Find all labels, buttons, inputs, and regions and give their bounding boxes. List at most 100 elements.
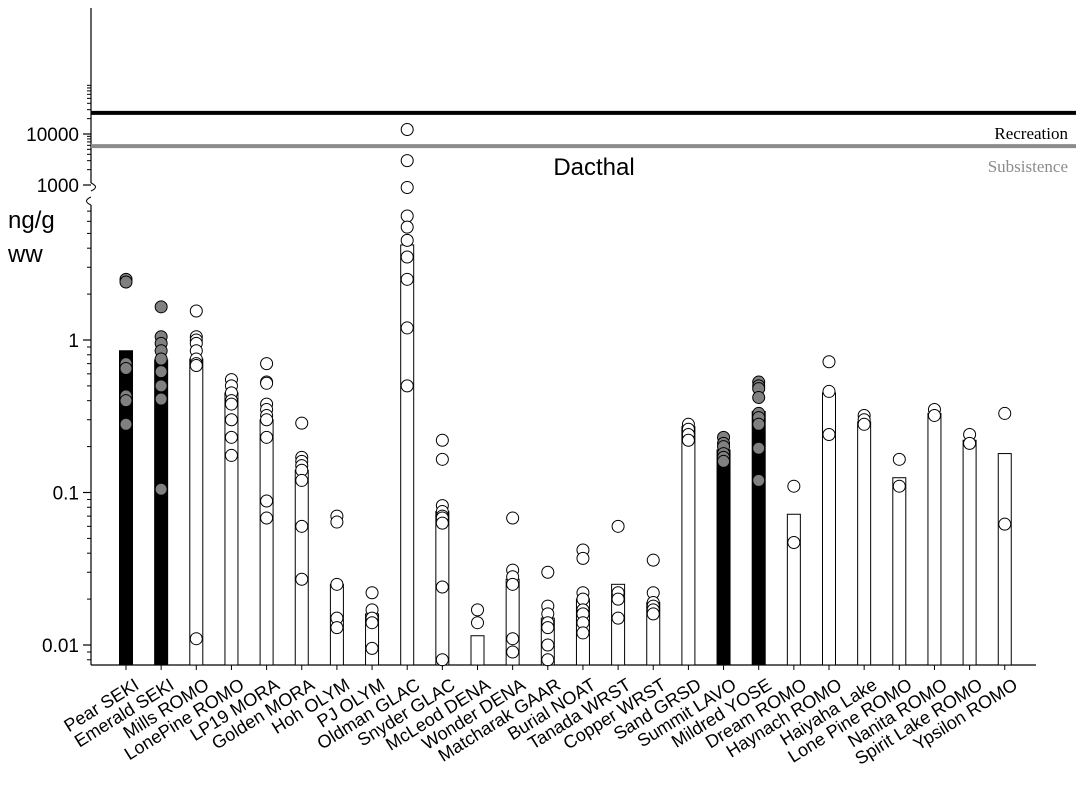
data-point — [154, 300, 168, 314]
data-point — [752, 390, 766, 404]
data-point — [576, 551, 590, 565]
data-point — [541, 638, 555, 652]
y-tick-label: 1000 — [37, 176, 79, 197]
data-point — [646, 607, 660, 621]
y-axis-label-line2: ww — [7, 241, 43, 268]
major-ticks: 0.01 0.1 1 1000 10000 — [26, 125, 91, 657]
data-point — [365, 616, 379, 630]
data-point — [154, 482, 168, 496]
data-point — [611, 592, 625, 606]
data-point — [400, 250, 414, 264]
data-point — [963, 436, 977, 450]
data-point — [541, 565, 555, 579]
minor-ticks — [87, 84, 91, 661]
bar — [857, 421, 872, 666]
data-point — [154, 365, 168, 379]
data-point — [471, 616, 484, 630]
data-point — [119, 417, 133, 431]
data-point — [224, 397, 238, 411]
data-point — [189, 632, 203, 646]
data-point — [400, 154, 414, 168]
bar — [892, 477, 907, 666]
data-point — [787, 479, 801, 493]
data-point — [506, 645, 520, 659]
y-axis-label-line1: ng/g — [8, 207, 55, 234]
data-point — [611, 519, 625, 533]
y-tick-label: 1 — [68, 331, 79, 352]
data-point — [119, 275, 133, 289]
data-point — [681, 433, 695, 447]
data-point — [506, 577, 520, 591]
data-point — [295, 572, 309, 586]
data-point — [822, 384, 836, 398]
data-point — [295, 519, 309, 533]
bar — [997, 453, 1012, 666]
bar — [716, 449, 731, 666]
data-point — [260, 376, 274, 390]
threshold-label-recreation: Recreation — [994, 124, 1068, 143]
data-point — [260, 357, 274, 371]
data-point — [435, 433, 449, 447]
data-point — [541, 621, 555, 635]
data-point — [330, 515, 344, 529]
data-point — [400, 272, 414, 286]
data-point — [260, 511, 274, 525]
bar — [470, 635, 485, 666]
data-point — [471, 603, 484, 617]
data-point — [189, 304, 203, 318]
bar — [189, 358, 204, 666]
bar — [294, 469, 309, 666]
data-point — [400, 181, 414, 194]
data-point — [506, 632, 520, 646]
bar — [962, 439, 977, 666]
data-point — [752, 473, 766, 487]
data-point — [119, 362, 133, 376]
data-point — [330, 577, 344, 591]
data-point — [541, 653, 555, 667]
data-point — [611, 611, 625, 625]
data-point — [646, 553, 660, 567]
chart-title: Dacthal — [553, 154, 634, 181]
y-tick-label: 10000 — [26, 125, 79, 146]
data-point — [998, 406, 1012, 420]
data-point — [892, 479, 906, 493]
points — [119, 123, 1012, 667]
y-tick-label: 0.01 — [42, 636, 79, 657]
data-point — [189, 359, 203, 373]
data-point — [576, 592, 590, 606]
bar — [927, 412, 942, 666]
data-point — [822, 355, 836, 369]
data-point — [717, 454, 731, 468]
data-point — [295, 473, 309, 487]
data-point — [400, 321, 414, 335]
data-point — [435, 653, 449, 667]
bar — [400, 244, 415, 666]
bar — [259, 419, 274, 666]
data-point — [576, 626, 590, 640]
axis-break-upper-mark — [90, 182, 96, 192]
threshold-label-subsistence: Subsistence — [988, 157, 1068, 176]
data-point — [119, 394, 133, 408]
data-point — [365, 641, 379, 655]
data-point — [400, 209, 414, 223]
bar — [154, 359, 169, 666]
data-point — [154, 352, 168, 366]
data-point — [260, 494, 274, 508]
data-point — [857, 417, 871, 431]
data-point — [224, 448, 238, 462]
axis-break-lower-mark — [86, 196, 92, 206]
data-point — [435, 452, 449, 466]
data-point — [506, 511, 520, 525]
data-point — [787, 536, 801, 550]
data-point — [892, 452, 906, 466]
data-point — [365, 586, 379, 600]
data-point — [330, 621, 344, 635]
data-point — [400, 123, 414, 137]
data-point — [260, 430, 274, 444]
threshold-lines: Recreation Subsistence — [91, 110, 1076, 176]
data-point — [260, 413, 274, 427]
data-point — [154, 392, 168, 406]
